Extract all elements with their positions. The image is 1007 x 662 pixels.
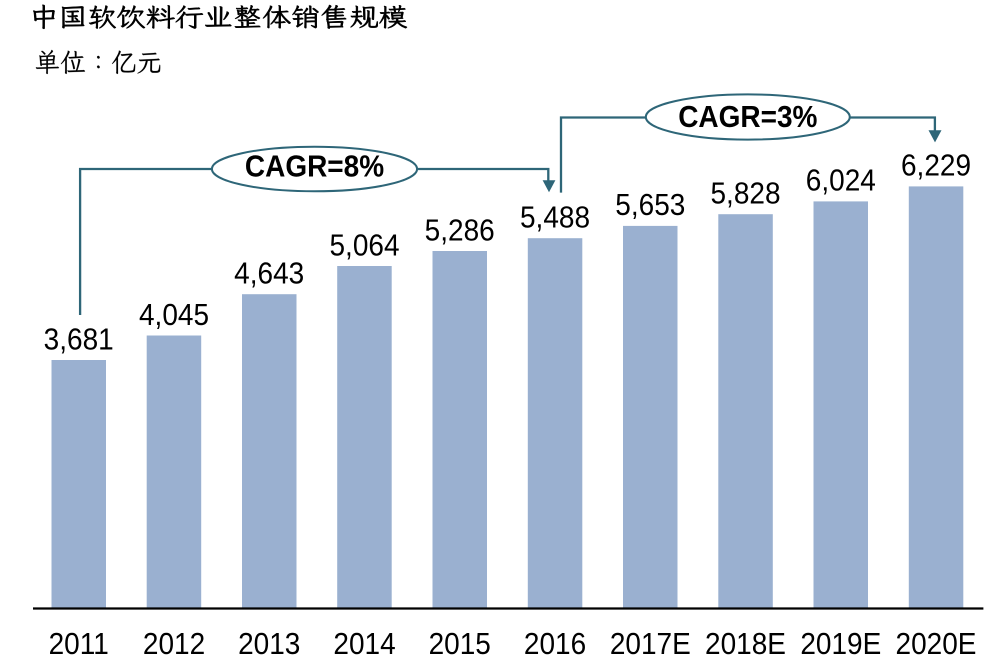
svg-text:3,681: 3,681: [44, 322, 114, 357]
svg-text:5,488: 5,488: [520, 200, 590, 235]
svg-text:5,828: 5,828: [710, 176, 780, 211]
svg-text:2011: 2011: [49, 627, 109, 662]
svg-text:2015: 2015: [429, 627, 491, 662]
svg-text:6,229: 6,229: [901, 148, 971, 183]
svg-text:5,653: 5,653: [615, 188, 685, 223]
svg-text:4,643: 4,643: [234, 256, 304, 291]
svg-text:2018E: 2018E: [705, 627, 786, 662]
svg-text:2019E: 2019E: [800, 627, 881, 662]
svg-text:2016: 2016: [524, 627, 586, 662]
svg-text:6,024: 6,024: [806, 163, 876, 198]
svg-text:4,045: 4,045: [139, 298, 209, 333]
svg-text:5,286: 5,286: [425, 213, 495, 248]
svg-text:2012: 2012: [143, 627, 205, 662]
svg-text:CAGR=3%: CAGR=3%: [678, 100, 817, 135]
svg-text:2013: 2013: [238, 627, 300, 662]
svg-text:2020E: 2020E: [896, 627, 977, 662]
svg-text:CAGR=8%: CAGR=8%: [245, 149, 384, 184]
svg-text:5,064: 5,064: [329, 228, 399, 263]
svg-text:2017E: 2017E: [610, 627, 691, 662]
svg-text:2014: 2014: [333, 627, 395, 662]
